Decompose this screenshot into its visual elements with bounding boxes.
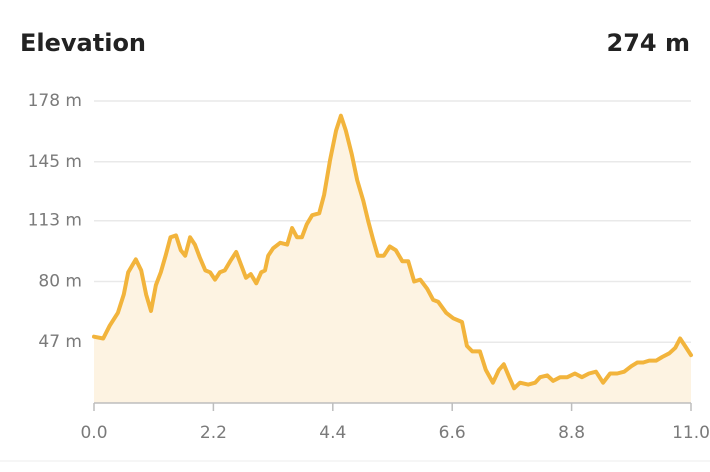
chart-title: Elevation: [20, 29, 146, 57]
x-tick-label: 6.6: [439, 423, 466, 443]
y-tick-label: 113 m: [28, 211, 82, 231]
elevation-summary: 274 m: [607, 29, 690, 57]
x-tick-label: 0.0: [80, 423, 107, 443]
y-tick-label: 80 m: [38, 271, 82, 291]
y-tick-label: 145 m: [28, 152, 82, 172]
elevation-line: [92, 113, 693, 391]
x-tick-label: 8.8: [558, 423, 585, 443]
y-tick-label: 178 m: [28, 91, 82, 111]
x-tick-label: 11.0: [672, 423, 710, 443]
x-tick-label: 4.4: [319, 423, 346, 443]
y-tick-label: 47 m: [38, 332, 82, 352]
elevation-area: [94, 115, 691, 403]
x-tick-label: 2.2: [200, 423, 227, 443]
